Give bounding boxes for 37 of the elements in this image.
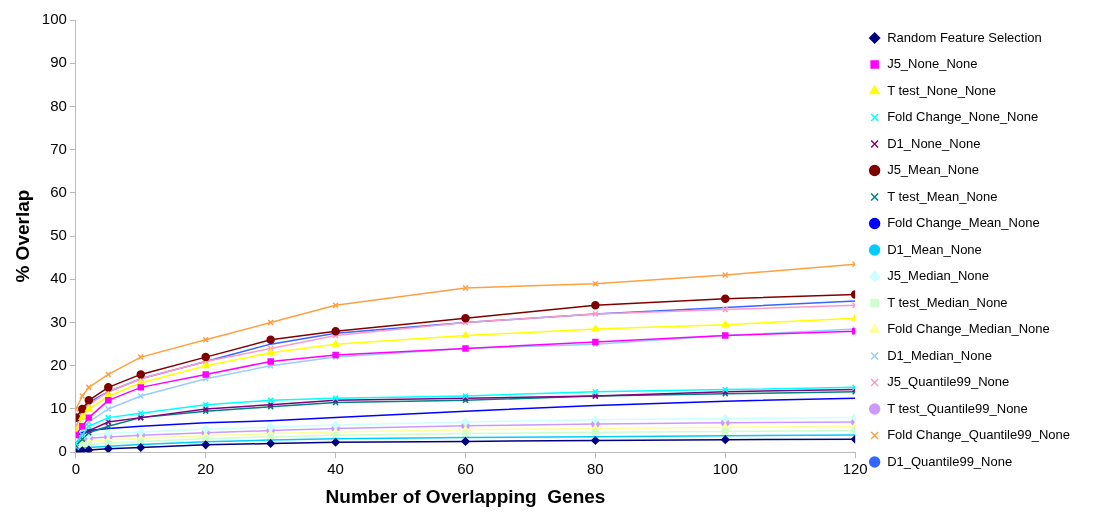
y-tick-label: 70 — [50, 139, 67, 157]
legend-label: J5_Quantile99_None — [887, 374, 1010, 390]
x-tick-label: 120 — [842, 460, 868, 478]
y-tick-label: 90 — [50, 53, 67, 71]
y-tick-label: 0 — [58, 442, 67, 460]
legend-label: D1_Quantile99_None — [887, 453, 1013, 469]
y-tick-label: 30 — [50, 312, 67, 330]
y-tick-label: 40 — [50, 269, 67, 287]
legend-label: Fold Change_None_None — [887, 109, 1039, 125]
x-tick-label: 100 — [712, 460, 738, 478]
legend-label: Fold Change_Mean_None — [887, 215, 1040, 231]
x-tick-label: 0 — [71, 460, 80, 478]
legend-label: T test_Quantile99_None — [887, 400, 1028, 416]
x-tick-label: 80 — [587, 460, 604, 478]
legend-label: Random Feature Selection — [887, 29, 1042, 45]
legend-label: T test_Mean_None — [887, 188, 998, 204]
legend-label: J5_None_None — [887, 56, 978, 72]
x-tick-label: 40 — [327, 460, 344, 478]
legend-label: D1_Mean_None — [887, 241, 982, 257]
x-tick-label: 60 — [457, 460, 474, 478]
legend-label: T test_Median_None — [887, 294, 1008, 310]
y-tick-label: 20 — [50, 355, 67, 373]
legend-label: J5_Mean_None — [887, 162, 979, 178]
legend-label: D1_None_None — [887, 135, 981, 151]
legend-label: Fold Change_Quantile99_None — [887, 427, 1070, 443]
y-tick-label: 10 — [50, 399, 67, 417]
y-tick-label: 100 — [41, 10, 67, 28]
x-tick-label: 20 — [197, 460, 215, 478]
legend-label: T test_None_None — [887, 82, 997, 98]
x-axis-title: Number of Overlapping Genes — [325, 485, 606, 507]
y-tick-label: 80 — [50, 96, 67, 114]
legend-label: D1_Median_None — [887, 347, 992, 363]
y-axis-title: % Overlap — [11, 189, 33, 283]
y-tick-label: 50 — [50, 226, 67, 244]
legend-label: Fold Change_Median_None — [887, 321, 1050, 337]
legend-label: J5_Median_None — [887, 268, 990, 284]
y-tick-label: 60 — [50, 183, 67, 201]
